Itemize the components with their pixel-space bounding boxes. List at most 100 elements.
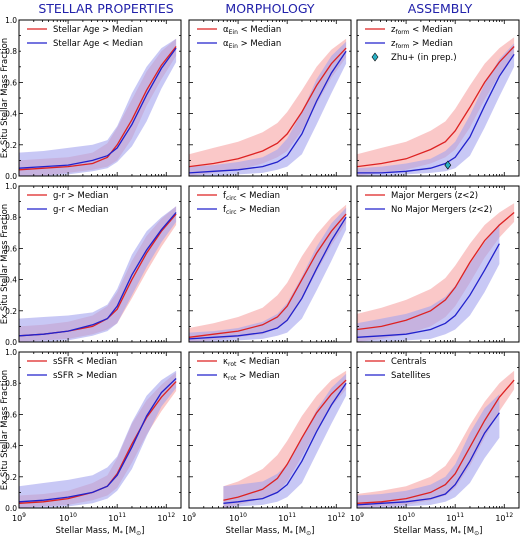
- y-tick-label: 0.8: [5, 379, 17, 388]
- line-red-0: [357, 379, 515, 504]
- panel-top-right: zform < Median zform > Median Zhu+ (in pre…: [356, 19, 520, 177]
- line-blue-1: [19, 378, 177, 503]
- y-tick-label: 0.2: [5, 473, 17, 482]
- line-blue-1: [223, 382, 347, 504]
- legend: fcirc < Median fcirc > Median: [197, 191, 280, 216]
- line-blue-1: [357, 412, 500, 506]
- line-red-0: [357, 212, 515, 331]
- legend-label: No Major Mergers (z<2): [391, 205, 492, 215]
- band-blue-1: [357, 43, 515, 176]
- legend-label: Stellar Age < Median: [53, 39, 143, 49]
- line-blue-1: [357, 243, 500, 338]
- y-axis-label: Ex Situ Stellar Mass Fraction: [0, 204, 10, 324]
- band-blue-1: [19, 370, 177, 508]
- legend: Stellar Age > Median Stellar Age < Median: [27, 25, 143, 49]
- x-tick-label: 1012: [157, 512, 175, 523]
- x-tick-label: 1010: [229, 512, 247, 523]
- plot-area: [357, 203, 515, 342]
- line-red-0: [223, 379, 347, 501]
- line-blue-1: [189, 216, 347, 340]
- line-red-0: [189, 213, 347, 338]
- y-tick-label: 0.6: [5, 78, 17, 87]
- panel-bottom-left: 0.0 0.2 0.4 0.6 0.8 1.0 109 1010 1011 1012 sSFR < …: [5, 348, 182, 523]
- y-tick-label: 0.8: [5, 47, 17, 56]
- band-blue-1: [189, 41, 347, 176]
- legend-label: sSFR < Median: [53, 357, 117, 367]
- x-tick-label: 109: [12, 512, 26, 523]
- legend-label: g-r < Median: [53, 205, 108, 215]
- panel-center-middle: fcirc < Median fcirc > Median: [188, 185, 352, 343]
- x-axis-labels: Stellar Mass, M* [M⊙] Stellar Mass, M* [M…: [56, 526, 483, 537]
- y-tick-label: 0.2: [5, 141, 17, 150]
- x-tick-label: 1011: [446, 512, 464, 523]
- legend: g-r > Median g-r < Median: [27, 191, 108, 215]
- x-tick-label: 1011: [278, 512, 296, 523]
- line-blue-1: [357, 53, 515, 174]
- line-blue-1: [19, 47, 177, 169]
- band-red-0: [357, 203, 515, 342]
- y-tick-label: 0.0: [5, 338, 17, 347]
- legend: sSFR < Median sSFR > Median: [27, 357, 117, 381]
- y-tick-label: 0.0: [5, 172, 17, 181]
- x-tick-label: 1011: [108, 512, 126, 523]
- x-tick-label: 1012: [495, 512, 513, 523]
- y-tick-label: 1.0: [5, 348, 17, 357]
- x-tick-label: 1010: [59, 512, 77, 523]
- plot-area: [19, 38, 177, 176]
- x-axis-label: Stellar Mass, M* [M⊙]: [56, 526, 145, 537]
- plot-area: [189, 38, 347, 176]
- legend-label: κrot < Median: [223, 357, 280, 368]
- x-tick-label: 109: [182, 512, 196, 523]
- band-red-0: [223, 370, 347, 508]
- legend-label: αEin < Median: [223, 25, 281, 36]
- plot-area: [357, 37, 515, 176]
- legend: Centrals Satellites: [365, 357, 431, 381]
- y-axis-labels: Ex Situ Stellar Mass Fraction Ex Situ Ste…: [0, 38, 10, 490]
- marker-diamond-0: [444, 160, 452, 170]
- panel-top-middle: αEin < Median αEin > Median: [188, 19, 352, 177]
- y-tick-label: 0.4: [5, 276, 17, 285]
- legend-label: Stellar Age > Median: [53, 25, 143, 35]
- y-axis-label: Ex Situ Stellar Mass Fraction: [0, 38, 10, 158]
- legend: Major Mergers (z<2) No Major Mergers (z<2…: [365, 191, 492, 215]
- band-red-0: [357, 37, 515, 176]
- band-blue-1: [189, 207, 347, 342]
- x-tick-label: 1012: [327, 512, 345, 523]
- plot-area: [189, 204, 347, 342]
- y-tick-label: 0.4: [5, 442, 17, 451]
- panel-bottom-middle: 109 1010 1011 1012 κrot < Median κrot > Media…: [182, 351, 352, 523]
- y-tick-label: 0.6: [5, 244, 17, 253]
- line-red-0: [357, 46, 515, 168]
- panel-center-left: 0.0 0.2 0.4 0.6 0.8 1.0 g-r > Median g-r < Medi…: [5, 182, 182, 347]
- column-title-morphology: MORPHOLOGY: [225, 1, 315, 16]
- band-blue-1: [19, 38, 177, 176]
- legend-label: κrot > Median: [223, 371, 280, 382]
- legend-label: zform > Median: [391, 39, 453, 50]
- legend-marker-diamond: [371, 52, 379, 62]
- y-tick-label: 0.4: [5, 110, 17, 119]
- plot-area: [223, 370, 347, 508]
- band-blue-1: [223, 373, 347, 508]
- legend-label: g-r > Median: [53, 191, 108, 201]
- y-tick-label: 1.0: [5, 182, 17, 191]
- column-titles: STELLAR PROPERTIES MORPHOLOGY ASSEMBLY: [38, 1, 472, 16]
- y-axis-label: Ex Situ Stellar Mass Fraction: [0, 370, 10, 490]
- legend: zform < Median zform > Median Zhu+ (in pre…: [365, 25, 457, 63]
- x-axis-label: Stellar Mass, M* [M⊙]: [394, 526, 483, 537]
- plot-area: [19, 206, 177, 342]
- line-red-0: [189, 47, 347, 168]
- panel-bottom-right: 109 1010 1011 1012 Centrals Satellites: [350, 351, 520, 523]
- band-blue-1: [357, 223, 500, 342]
- x-tick-label: 1010: [397, 512, 415, 523]
- column-title-stellar-properties: STELLAR PROPERTIES: [38, 1, 173, 16]
- legend-label: sSFR > Median: [53, 371, 117, 381]
- y-tick-label: 0.2: [5, 307, 17, 316]
- legend: κrot < Median κrot > Median: [197, 357, 280, 382]
- y-tick-label: 0.6: [5, 410, 17, 419]
- x-tick-label: 109: [350, 512, 364, 523]
- y-tick-label: 0.0: [5, 504, 17, 513]
- column-title-assembly: ASSEMBLY: [408, 1, 473, 16]
